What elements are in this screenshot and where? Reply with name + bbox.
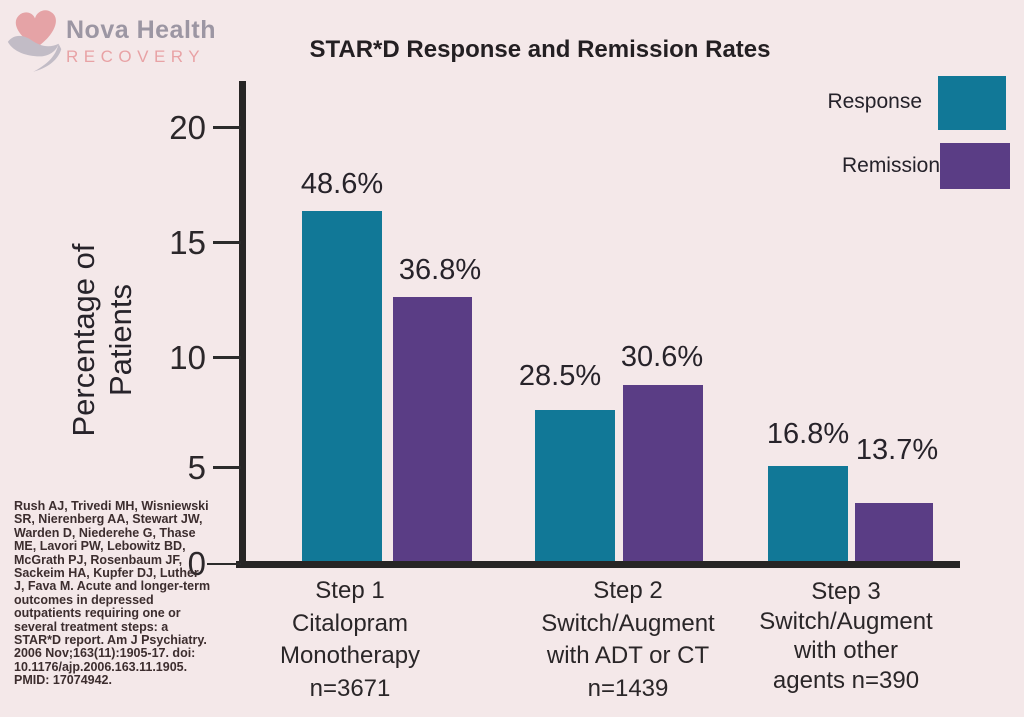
y-tick-label-15: 15	[169, 224, 206, 261]
y-tick-mark	[213, 126, 241, 129]
y-axis-line	[239, 81, 246, 568]
y-axis-title: Percentage of Patients	[66, 243, 138, 437]
x-axis-line	[236, 561, 960, 568]
bar-step1-remission	[393, 297, 472, 561]
y-tick-label-10: 10	[169, 339, 206, 376]
value-label-step2-remission: 30.6%	[620, 341, 704, 373]
value-label-step3-remission: 13.7%	[855, 434, 939, 466]
y-tick-label-5: 5	[187, 449, 206, 486]
legend-swatch-response	[938, 76, 1006, 130]
citation-text: Rush AJ, Trivedi MH, Wisniewski SR, Nier…	[14, 499, 211, 688]
value-label-step2-response: 28.5%	[518, 360, 602, 392]
bar-step2-response	[535, 410, 615, 561]
heart-hand-logo-icon	[7, 10, 62, 72]
bar-step3-response	[768, 466, 848, 561]
value-label-step3-response: 16.8%	[766, 418, 850, 450]
logo-text: Nova Health RECOVERY	[66, 16, 216, 67]
bar-step1-response	[302, 211, 382, 561]
y-tick-mark	[213, 466, 241, 469]
y-tick-mark	[213, 356, 241, 359]
logo-subtitle: RECOVERY	[66, 47, 206, 66]
logo: Nova Health RECOVERY	[6, 6, 216, 76]
category-label-step2: Step 2 Switch/Augment with ADT or CT n=1…	[541, 577, 715, 702]
category-label-step3: Step 3 Switch/Augment with other agents …	[759, 578, 933, 694]
legend-label-response: Response	[827, 90, 922, 113]
value-label-step1-remission: 36.8%	[398, 254, 482, 286]
value-label-step1-response: 48.6%	[300, 168, 384, 200]
logo-name: Nova Health	[66, 16, 216, 44]
legend-label-remission: Remission	[841, 154, 940, 177]
y-tick-label-0: 0	[187, 545, 206, 582]
bar-step2-remission	[623, 385, 703, 561]
chart-title: STAR*D Response and Remission Rates	[309, 36, 771, 63]
y-tick-mark	[207, 563, 241, 565]
bar-step3-remission	[855, 503, 933, 561]
category-label-step1: Step 1 Citalopram Monotherapy n=3671	[279, 577, 421, 702]
legend-swatch-remission	[940, 143, 1010, 189]
y-tick-mark	[213, 241, 241, 244]
y-tick-label-20: 20	[169, 109, 206, 146]
